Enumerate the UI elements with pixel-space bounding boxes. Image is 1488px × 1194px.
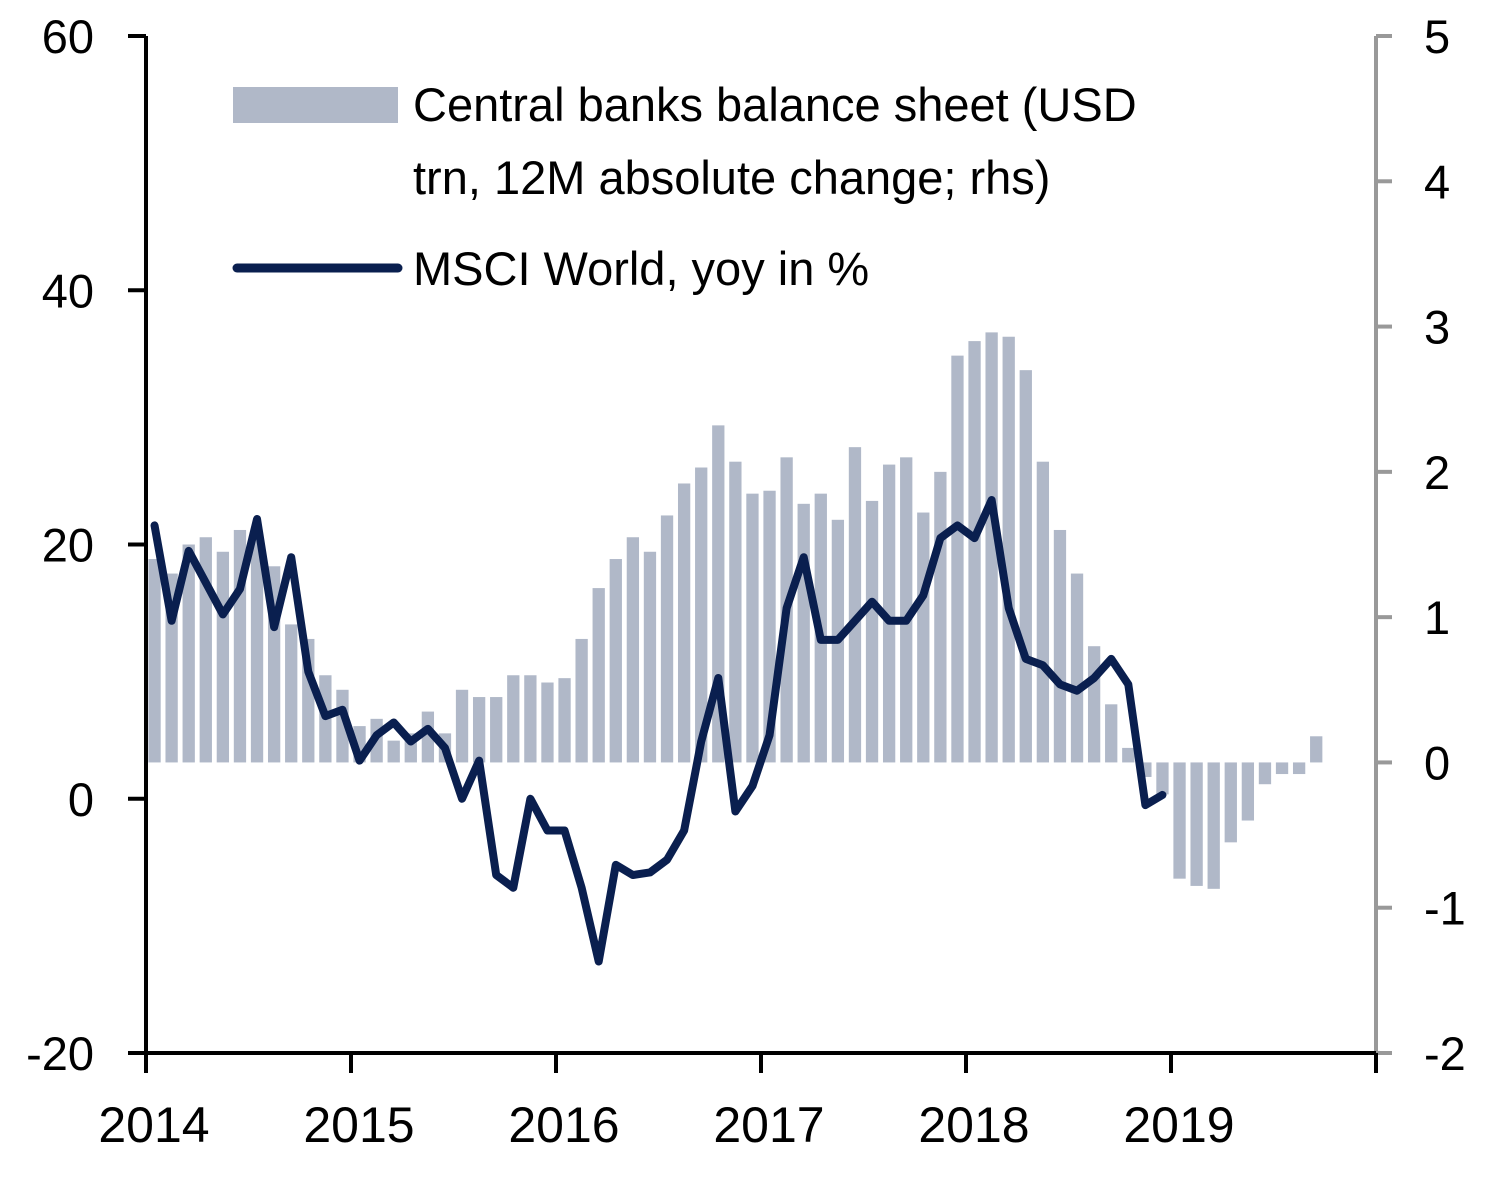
balance-sheet-bar	[592, 588, 605, 763]
left-axis-tick-label: 20	[42, 519, 94, 572]
balance-sheet-bar	[1105, 704, 1118, 763]
balance-sheet-bar	[1019, 370, 1032, 763]
right-axis-tick-label: 0	[1424, 736, 1450, 789]
legend-line-label: MSCI World, yoy in %	[413, 242, 869, 295]
balance-sheet-bar	[1310, 736, 1323, 763]
balance-sheet-bar	[1224, 762, 1237, 843]
axes	[128, 34, 1392, 1073]
balance-sheet-bar	[1207, 762, 1220, 889]
left-axis-tick-label: 40	[42, 264, 94, 317]
x-axis-tick-label: 2019	[1123, 1097, 1234, 1153]
balance-sheet-bar	[1122, 747, 1135, 763]
right-axis-tick-label: 3	[1424, 301, 1450, 354]
balance-sheet-bar	[917, 512, 930, 763]
balance-sheet-bar	[677, 483, 691, 763]
balance-sheet-bar	[882, 464, 896, 763]
right-axis-tick-label: 5	[1424, 10, 1450, 63]
legend-bar-label: Central banks balance sheet (USD	[413, 78, 1137, 131]
balance-sheet-bar	[541, 682, 554, 763]
balance-sheet-bar	[216, 551, 230, 763]
balance-sheet-bar	[1292, 762, 1306, 775]
balance-sheet-bar	[951, 355, 964, 763]
msci-world-line-group	[150, 496, 1167, 966]
right-axis-tick-label: 2	[1424, 446, 1450, 499]
balance-sheet-bar	[643, 551, 657, 763]
balance-sheet-bar	[182, 544, 195, 763]
x-axis-tick-label: 2016	[508, 1097, 619, 1153]
balance-sheet-bar	[626, 537, 640, 763]
balance-sheet-bar	[1275, 762, 1289, 775]
balance-sheet-bar	[609, 559, 622, 763]
balance-sheet-bar	[558, 678, 571, 763]
balance-sheet-bar	[421, 711, 435, 763]
balance-sheet-bar	[1190, 762, 1203, 886]
legend-bar-label: trn, 12M absolute change; rhs)	[413, 151, 1050, 204]
balance-sheet-bar	[1053, 529, 1067, 763]
balance-sheet-bar	[797, 503, 810, 763]
balance-sheet-bar	[285, 624, 298, 763]
balance-sheet-bar	[900, 457, 913, 763]
balance-sheet-bar	[507, 675, 520, 763]
balance-sheet-bar	[660, 515, 674, 763]
balance-sheet-bar	[472, 697, 486, 763]
balance-sheet-bar	[985, 332, 998, 763]
balance-sheet-bar	[1173, 762, 1186, 879]
balance-sheet-bar	[1036, 461, 1050, 763]
x-axis-tick-label: 2014	[98, 1097, 209, 1153]
balance-sheet-bar	[865, 500, 879, 763]
tick-labels: 60 40 20 0 -20 5 4 3 2 1 0 -1 -2 2014 2015 2016 2017 2018…	[26, 10, 1466, 1153]
msci-world-line	[150, 496, 1167, 966]
balance-sheet-bar	[250, 537, 264, 763]
legend-bar-swatch	[233, 87, 398, 123]
balance-sheet-bar	[490, 697, 503, 763]
left-axis-tick-label: 60	[42, 10, 94, 63]
x-axis-tick-label: 2017	[713, 1097, 824, 1153]
right-axis-tick-label: 1	[1424, 591, 1450, 644]
balance-sheet-bar	[934, 471, 947, 763]
balance-sheet-bar	[746, 493, 759, 763]
balance-sheet-bar	[848, 447, 862, 763]
balance-sheet-bar	[1241, 762, 1255, 821]
legend: Central banks balance sheet (USD trn, 12M…	[232, 78, 1137, 295]
right-axis-tick-label: -1	[1424, 882, 1466, 935]
balance-sheet-bar	[1002, 336, 1015, 763]
balance-sheet-bar	[575, 638, 588, 763]
balance-sheet-bar	[1156, 762, 1169, 795]
left-axis-tick-label: 0	[68, 773, 94, 826]
x-axis-tick-label: 2018	[918, 1097, 1029, 1153]
balance-sheet-bar	[1070, 573, 1084, 763]
right-axis-tick-label: -2	[1424, 1027, 1466, 1080]
balance-sheet-bar	[729, 461, 742, 763]
balance-sheet-bar	[695, 467, 708, 763]
balance-sheet-bar	[455, 689, 469, 763]
balance-sheet-bar	[148, 559, 161, 763]
balance-sheet-bar	[968, 341, 981, 763]
balance-sheet-bar	[524, 675, 537, 763]
left-axis-tick-label: -20	[26, 1027, 94, 1080]
balance-sheet-bar	[1258, 762, 1272, 785]
right-axis-tick-label: 4	[1424, 155, 1450, 208]
x-axis-tick-label: 2015	[303, 1097, 414, 1153]
balance-sheet-bar	[1087, 646, 1101, 763]
balance-sheet-bar	[387, 740, 400, 763]
